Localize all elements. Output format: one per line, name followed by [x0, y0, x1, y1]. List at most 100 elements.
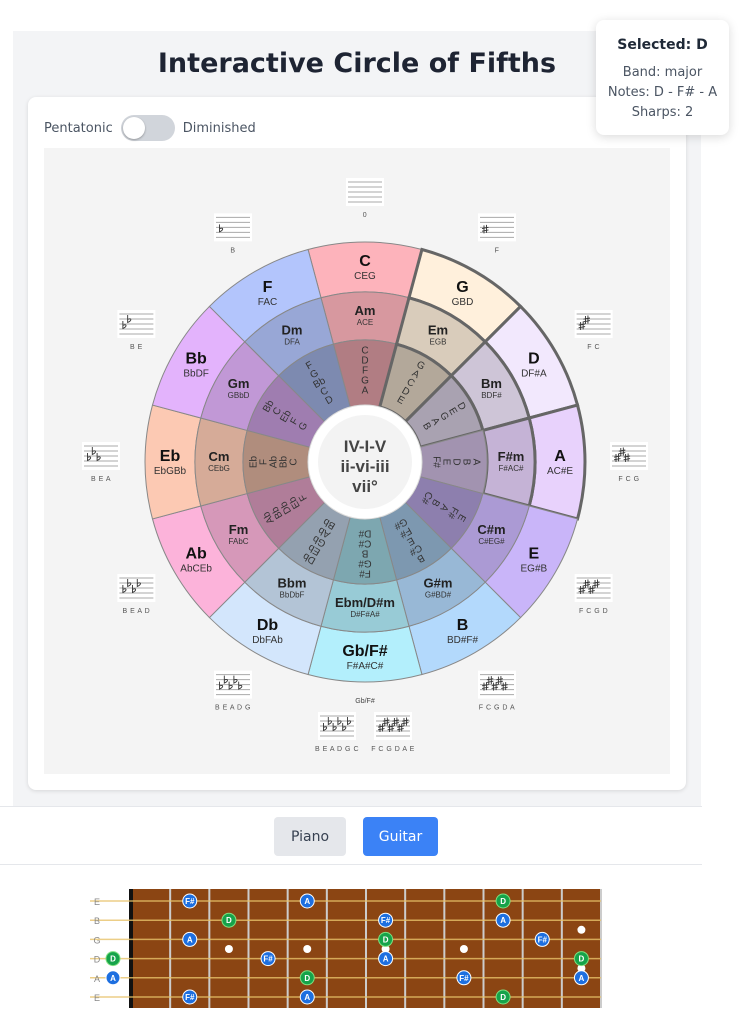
note-dot[interactable] — [534, 931, 550, 947]
fret-note-marker[interactable]: F# — [534, 931, 550, 947]
note-dot[interactable] — [495, 989, 511, 1005]
major-key-label[interactable]: E — [529, 546, 540, 563]
note-dot[interactable] — [105, 951, 121, 967]
key-sig-label: B E A D — [123, 608, 151, 615]
fret-note-marker[interactable]: D — [495, 893, 511, 909]
fret-note-marker[interactable]: A — [573, 970, 589, 986]
minor-chord-notes: BDF# — [481, 391, 502, 400]
major-chord-notes: EG#B — [521, 564, 548, 575]
minor-chord-notes: FAbC — [229, 537, 249, 546]
minor-key-label[interactable]: C#m — [477, 522, 505, 537]
fret-note-marker[interactable]: A — [182, 931, 198, 947]
mode-toggle[interactable] — [120, 115, 175, 141]
fret-note-marker[interactable]: A — [378, 951, 394, 967]
major-chord-notes: GBD — [452, 297, 474, 308]
pentatonic-label: Pentatonic — [44, 120, 113, 136]
minor-key-label[interactable]: Em — [428, 323, 448, 338]
tooltip-notes: Notes: D - F# - A — [607, 85, 718, 100]
fret-note-marker[interactable]: D — [378, 931, 394, 947]
pentatonic-note: D — [451, 458, 462, 465]
note-dot[interactable] — [182, 893, 198, 909]
fret-note-marker[interactable]: F# — [456, 970, 472, 986]
note-dot[interactable] — [573, 951, 589, 967]
major-key-label[interactable]: Eb — [160, 448, 181, 465]
fret-note-marker[interactable]: F# — [378, 912, 394, 928]
major-key-label[interactable]: Gb/F# — [342, 643, 387, 660]
note-dot[interactable] — [495, 893, 511, 909]
note-dot[interactable] — [299, 893, 315, 909]
guitar-button[interactable]: Guitar — [363, 817, 438, 856]
major-key-label[interactable]: C — [359, 253, 371, 270]
fret-note-marker[interactable]: D — [573, 951, 589, 967]
major-chord-notes: CEG — [354, 271, 376, 282]
fret-note-marker[interactable]: D — [105, 951, 121, 967]
major-key-label[interactable]: G — [456, 279, 468, 296]
major-key-label[interactable]: F — [263, 279, 273, 296]
nut — [129, 889, 133, 1008]
pentatonic-note: B — [420, 421, 433, 433]
note-dot[interactable] — [260, 951, 276, 967]
major-key-label[interactable]: A — [554, 448, 566, 465]
note-label: F# — [263, 955, 273, 964]
note-dot[interactable] — [378, 931, 394, 947]
note-dot[interactable] — [182, 989, 198, 1005]
pentatonic-note: E — [395, 394, 407, 407]
segment-B[interactable]: BBD#F#G#mG#BD#BC#EF#G# — [379, 501, 522, 676]
fret-note-marker[interactable]: A — [105, 970, 121, 986]
note-dot[interactable] — [182, 931, 198, 947]
minor-key-label[interactable]: Gm — [228, 376, 250, 391]
minor-key-label[interactable]: Cm — [209, 449, 230, 464]
note-label: D — [500, 897, 506, 906]
note-dot[interactable] — [378, 912, 394, 928]
minor-key-label[interactable]: F#m — [498, 449, 525, 464]
toggle-knob[interactable] — [122, 117, 145, 139]
note-dot[interactable] — [105, 970, 121, 986]
note-dot[interactable] — [221, 912, 237, 928]
minor-key-label[interactable]: Ebm/D#m — [335, 595, 395, 610]
note-dot[interactable] — [378, 951, 394, 967]
string-label: D — [94, 955, 101, 965]
key-sig-label: 0 — [363, 212, 367, 219]
major-key-label[interactable]: B — [457, 617, 469, 634]
note-dot[interactable] — [299, 989, 315, 1005]
note-dot[interactable] — [299, 970, 315, 986]
minor-key-label[interactable]: Bbm — [278, 575, 307, 590]
minor-key-label[interactable]: Bm — [481, 376, 502, 391]
piano-button[interactable]: Piano — [274, 817, 346, 856]
selection-tooltip: Selected: D Band: major Notes: D - F# - … — [596, 20, 729, 135]
segment-Gb-F#[interactable]: Gb/F#F#A#C#Ebm/D#mD#F#A#F#G#BC#D# — [307, 516, 423, 683]
minor-key-label[interactable]: Fm — [229, 522, 249, 537]
fret-note-marker[interactable]: A — [299, 893, 315, 909]
note-dot[interactable] — [495, 912, 511, 928]
note-dot[interactable] — [456, 970, 472, 986]
fret-note-marker[interactable]: A — [495, 912, 511, 928]
pentatonic-note: D — [455, 401, 468, 413]
major-key-label[interactable]: Ab — [185, 546, 207, 563]
note-label: F# — [185, 993, 195, 1002]
fret-note-marker[interactable]: F# — [260, 951, 276, 967]
minor-key-label[interactable]: Dm — [282, 323, 303, 338]
fret-note-marker[interactable]: A — [299, 989, 315, 1005]
fret-note-marker[interactable]: F# — [182, 893, 198, 909]
minor-key-label[interactable]: Am — [355, 303, 376, 318]
inlay-dot — [459, 945, 468, 953]
major-key-label[interactable]: Bb — [185, 351, 207, 368]
note-dot[interactable] — [573, 970, 589, 986]
minor-key-label[interactable]: G#m — [424, 575, 453, 590]
flat-icon — [223, 675, 228, 684]
flat-icon — [127, 315, 132, 324]
fret-note-marker[interactable]: D — [495, 989, 511, 1005]
fret-note-marker[interactable]: F# — [182, 989, 198, 1005]
pentatonic-note: Ab — [269, 455, 280, 468]
major-key-label[interactable]: D — [528, 351, 540, 368]
fret-note-marker[interactable]: D — [299, 970, 315, 986]
major-key-label[interactable]: Db — [257, 617, 279, 634]
fret-note-marker[interactable]: D — [221, 912, 237, 928]
